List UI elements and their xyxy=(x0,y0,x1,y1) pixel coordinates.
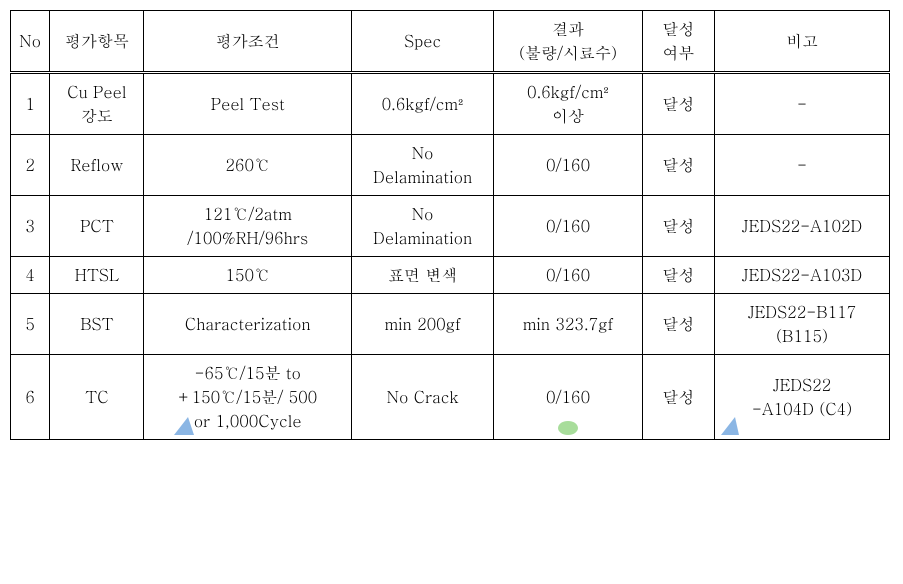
table-row: 2 Reflow 260℃ NoDelamination 0/160 달성 - xyxy=(11,135,890,196)
col-header-cond: 평가조건 xyxy=(144,11,352,73)
cell-note-text: JEDS22-A104D (C4) xyxy=(752,373,852,420)
cell-achieve: 달성 xyxy=(642,73,714,135)
cell-no: 3 xyxy=(11,196,50,257)
cell-item: BST xyxy=(50,294,144,355)
cell-achieve: 달성 xyxy=(642,257,714,294)
cell-cond: 260℃ xyxy=(144,135,352,196)
cell-achieve: 달성 xyxy=(642,135,714,196)
cell-item: PCT xyxy=(50,196,144,257)
col-header-spec: Spec xyxy=(352,11,494,73)
watermark-icon xyxy=(721,417,747,435)
table-row: 6 TC -65℃/15분 to+150℃/15분/ 500or 1,000Cy… xyxy=(11,355,890,440)
cell-spec: No Crack xyxy=(352,355,494,440)
cell-spec: 0.6kgf/cm² xyxy=(352,73,494,135)
cell-item: TC xyxy=(50,355,144,440)
table-row: 5 BST Characterization min 200gf min 323… xyxy=(11,294,890,355)
cell-note: - xyxy=(715,73,890,135)
table-row: 3 PCT 121℃/2atm/100%RH/96hrs NoDelaminat… xyxy=(11,196,890,257)
cell-achieve: 달성 xyxy=(642,196,714,257)
cell-item: Cu Peel강도 xyxy=(50,73,144,135)
cell-result: 0.6kgf/cm²이상 xyxy=(494,73,643,135)
cell-no: 1 xyxy=(11,73,50,135)
cell-spec: min 200gf xyxy=(352,294,494,355)
cell-cond: Peel Test xyxy=(144,73,352,135)
col-header-achieve: 달성여부 xyxy=(642,11,714,73)
cell-cond: 121℃/2atm/100%RH/96hrs xyxy=(144,196,352,257)
cell-cond: 150℃ xyxy=(144,257,352,294)
watermark-icon xyxy=(557,417,579,435)
cell-cond: -65℃/15분 to+150℃/15분/ 500or 1,000Cycle xyxy=(144,355,352,440)
evaluation-table: No 평가항목 평가조건 Spec 결과(불량/시료수) 달성여부 비고 1 C… xyxy=(10,10,890,440)
cell-result: min 323.7gf xyxy=(494,294,643,355)
cell-no: 6 xyxy=(11,355,50,440)
cell-achieve: 달성 xyxy=(642,294,714,355)
col-header-item: 평가항목 xyxy=(50,11,144,73)
cell-item: HTSL xyxy=(50,257,144,294)
cell-no: 2 xyxy=(11,135,50,196)
cell-note: JEDS22-A104D (C4) xyxy=(715,355,890,440)
cell-no: 4 xyxy=(11,257,50,294)
cell-result: 0/160 xyxy=(494,355,643,440)
cell-spec: 표면 변색 xyxy=(352,257,494,294)
col-header-result: 결과(불량/시료수) xyxy=(494,11,643,73)
cell-no: 5 xyxy=(11,294,50,355)
cell-result-text: 0/160 xyxy=(546,385,590,408)
cell-result: 0/160 xyxy=(494,135,643,196)
cell-spec: NoDelamination xyxy=(352,135,494,196)
col-header-note: 비고 xyxy=(715,11,890,73)
cell-spec: NoDelamination xyxy=(352,196,494,257)
cell-cond-text: -65℃/15분 to+150℃/15분/ 500or 1,000Cycle xyxy=(178,361,317,432)
cell-cond: Characterization xyxy=(144,294,352,355)
cell-result: 0/160 xyxy=(494,257,643,294)
table-header-row: No 평가항목 평가조건 Spec 결과(불량/시료수) 달성여부 비고 xyxy=(11,11,890,73)
cell-note: JEDS22-A103D xyxy=(715,257,890,294)
table-row: 4 HTSL 150℃ 표면 변색 0/160 달성 JEDS22-A103D xyxy=(11,257,890,294)
cell-item: Reflow xyxy=(50,135,144,196)
table-body: 1 Cu Peel강도 Peel Test 0.6kgf/cm² 0.6kgf/… xyxy=(11,73,890,440)
cell-achieve: 달성 xyxy=(642,355,714,440)
col-header-no: No xyxy=(11,11,50,73)
cell-result: 0/160 xyxy=(494,196,643,257)
table-row: 1 Cu Peel강도 Peel Test 0.6kgf/cm² 0.6kgf/… xyxy=(11,73,890,135)
cell-note: - xyxy=(715,135,890,196)
cell-note: JEDS22-A102D xyxy=(715,196,890,257)
cell-note: JEDS22-B117(B115) xyxy=(715,294,890,355)
